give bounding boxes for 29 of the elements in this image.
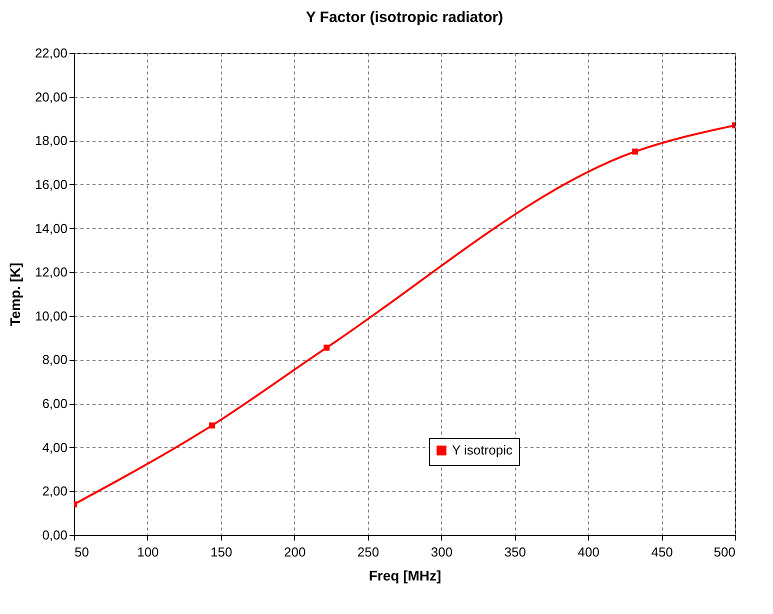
x-tick-label: 150 (210, 544, 232, 560)
y-tick-label: 14,00 (34, 220, 68, 236)
y-tick-label: 0,00 (42, 528, 68, 542)
y-axis-title: Temp. [K] (6, 262, 23, 326)
x-tick-label: 400 (578, 544, 600, 560)
y-tick-label: 8,00 (42, 352, 68, 368)
y-tick-label: 18,00 (34, 133, 68, 148)
x-tick-label: 450 (651, 544, 673, 560)
y-tick-label: 20,00 (34, 89, 68, 104)
y-tick-label: 22,00 (34, 46, 68, 60)
y-tick-label: 12,00 (34, 264, 68, 280)
y-tick-label: 6,00 (42, 396, 68, 412)
x-tick-label: 500 (714, 544, 736, 560)
y-tick-label: 10,00 (34, 308, 68, 324)
y-tick-label: 4,00 (42, 440, 68, 455)
x-tick-label: 200 (284, 544, 306, 560)
y-tick-label: 2,00 (42, 484, 68, 499)
x-axis-title: Freq [MHz] (368, 568, 442, 584)
x-tick-label: 250 (357, 544, 380, 560)
legend-label: Y isotropic (452, 442, 513, 458)
point (632, 148, 638, 155)
chart-title: Y Factor (isotropic radiator) (306, 9, 504, 26)
x-tick-label: 300 (430, 544, 453, 560)
x-tick-label: 100 (137, 544, 159, 560)
x-tick-label: 50 (74, 544, 89, 560)
point (324, 344, 330, 351)
point (209, 422, 216, 428)
y-tick-label: 16,00 (34, 176, 68, 192)
x-tick-label: 350 (504, 544, 526, 560)
